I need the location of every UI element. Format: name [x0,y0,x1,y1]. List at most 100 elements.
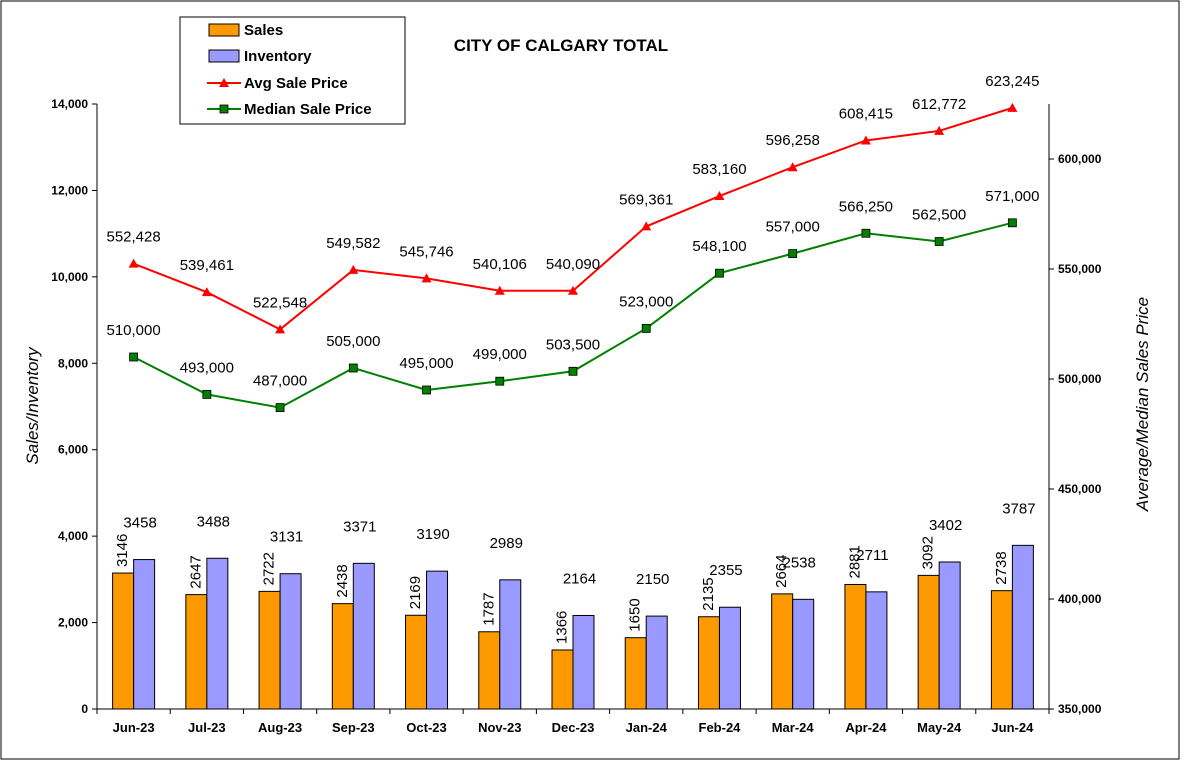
left-tick-label: 2,000 [58,616,88,630]
sales-data-label: 2169 [407,576,424,609]
sales-bar [624,637,647,710]
inventory-data-label: 3458 [123,515,156,532]
avg-sale-price-point [421,273,432,283]
sales-data-label: 2881 [846,545,863,578]
avg-sale-price-point [201,287,212,297]
avg-sale-price-point [348,264,359,274]
inventory-bar [279,573,302,710]
inventory-data-label: 3371 [343,518,376,535]
inventory-bar [499,579,522,710]
x-tick-label: May-24 [917,720,962,735]
inventory-bar [133,559,156,710]
median-price-data-label: 487,000 [253,373,307,390]
inventory-bar [572,614,595,710]
median-price-data-label: 562,500 [912,207,966,224]
legend-avg-label: Avg Sale Price [244,75,348,92]
median-price-data-label: 493,000 [180,359,234,376]
avg-sale-price-point [494,285,505,295]
sales-data-label: 2664 [773,555,790,588]
inventory-data-label: 3488 [197,513,230,530]
inventory-bar [426,570,449,710]
sales-bar [990,590,1013,710]
median-sale-price-point [1007,218,1017,228]
avg-sale-price-point [787,162,798,172]
median-sale-price-point [715,268,724,278]
inventory-data-label: 2989 [490,535,523,552]
median-sale-price-point [422,385,431,395]
avg-price-data-label: 545,746 [399,243,453,260]
left-tick-label: 0 [81,702,88,716]
sales-bar [185,594,208,710]
legend-inventory-swatch [208,49,240,63]
sales-bar [697,616,720,710]
inventory-data-label: 2538 [783,554,816,571]
right-tick-label: 600,000 [1058,152,1102,166]
median-price-data-label: 499,000 [473,346,527,363]
left-tick-label: 14,000 [51,97,88,111]
legend-sales-label: Sales [244,22,283,39]
x-tick-label: Jun-24 [991,720,1034,735]
sales-bar [917,574,940,710]
inventory-bar [792,598,815,710]
median-sale-price-point [861,228,871,238]
left-axis-ticks: 0 2,000 4,000 6,000 8,000 10,000 12,000 14,000 [51,97,97,716]
legend-median-label: Median Sale Price [244,101,372,118]
inventory-bar [938,561,961,710]
sales-bar [551,649,574,710]
line-series [128,102,1018,413]
median-sale-price-point [495,376,505,386]
sales-bar [258,590,281,710]
avg-price-data-label: 522,548 [253,294,307,311]
x-tick-label: Sep-23 [332,720,375,735]
avg-price-data-label: 612,772 [912,96,966,113]
x-tick-label: Aug-23 [258,720,302,735]
inventory-data-label: 2150 [636,571,669,588]
avg-price-data-label: 583,160 [692,161,746,178]
avg-sale-price-point [568,285,578,295]
avg-sale-price-point [275,324,286,334]
sales-data-label: 2738 [993,551,1010,584]
sales-data-label: 3146 [114,534,131,567]
x-tick-label: Apr-24 [845,720,887,735]
avg-sale-price-point [714,191,725,201]
left-tick-label: 8,000 [58,356,88,370]
sales-bar [331,603,354,710]
x-tick-label: Jan-24 [626,720,668,735]
median-sale-price-point [275,403,285,413]
inventory-data-label: 2164 [563,570,596,587]
inventory-data-label: 2711 [856,547,888,564]
x-tick-label: Feb-24 [699,720,742,735]
inventory-bar [718,606,741,710]
sales-bar [771,593,794,710]
sales-bar [112,572,135,710]
median-sale-price-point [788,249,798,259]
sales-bar [844,583,867,710]
sales-data-label: 1366 [554,611,571,644]
avg-price-data-label: 552,428 [106,229,160,246]
inventory-data-label: 2355 [709,562,742,579]
avg-price-data-label: 569,361 [619,191,673,208]
left-axis-title: Sales/Inventory [23,346,42,465]
median-sale-price-point [641,323,651,333]
inventory-data-label: 3131 [270,529,303,546]
inventory-bar [352,562,375,710]
median-price-data-label: 566,250 [839,198,893,215]
right-tick-label: 400,000 [1058,592,1102,606]
avg-price-data-label: 549,582 [326,235,380,252]
inventory-bar [206,557,229,710]
x-tick-label: Oct-23 [406,720,446,735]
x-tick-label: Nov-23 [478,720,521,735]
x-tick-label: Jun-23 [113,720,155,735]
right-tick-label: 550,000 [1058,262,1102,276]
line-data-labels: 552,428 539,461 522,548 549,582 545,746 540,1… [106,73,1039,390]
legend-avg-marker [219,78,229,87]
right-axis-ticks: 350,000 400,000 450,000 500,000 550,000 600,0… [1049,152,1102,716]
x-axis-ticks: Jun-23 Jul-23 Aug-23 Sep-23 Oct-23 Nov-23 Dec-… [96,709,1050,735]
median-sale-price-point [934,237,944,246]
bar-data-labels: 3146 3458 2647 3488 2722 3131 2438 3371 2169 3190… [114,500,1035,644]
median-price-data-label: 505,000 [326,333,380,350]
sales-data-label: 2135 [700,577,717,610]
sales-data-label: 2647 [187,555,204,588]
